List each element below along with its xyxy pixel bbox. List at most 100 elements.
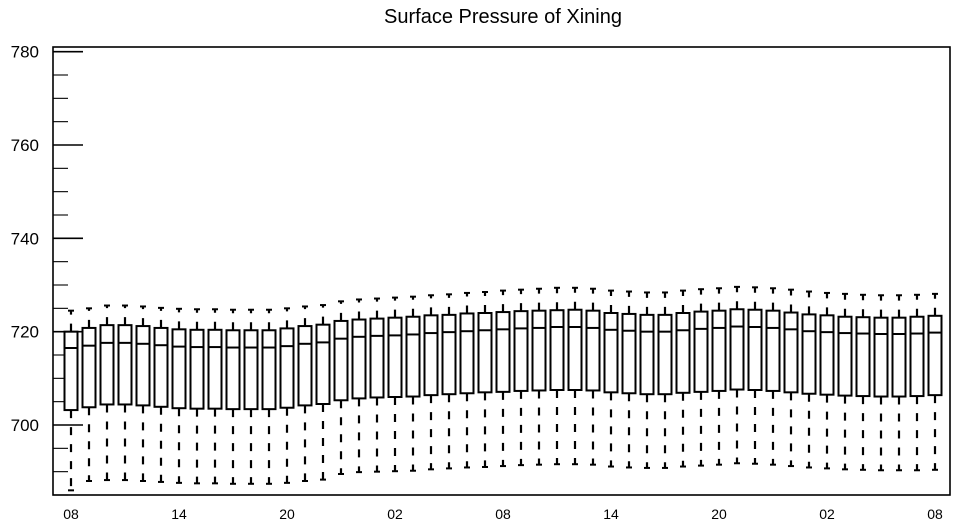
- box-body: [783, 311, 799, 394]
- box-item: [297, 305, 313, 482]
- box-item: [243, 308, 259, 485]
- box-body: [387, 316, 403, 398]
- box-item: [351, 298, 367, 474]
- y-tick-label: 740: [11, 229, 39, 248]
- box-body: [315, 323, 331, 405]
- box-body: [927, 314, 943, 397]
- y-tick-label: 700: [11, 416, 39, 435]
- box-body: [909, 315, 925, 398]
- box-item: [405, 295, 421, 472]
- box-body: [225, 329, 241, 411]
- y-tick-label: 760: [11, 136, 39, 155]
- box-item: [81, 307, 97, 482]
- x-tick-label: 08: [495, 506, 511, 522]
- box-body: [747, 308, 763, 392]
- box-body: [297, 325, 313, 407]
- box-body: [693, 310, 709, 393]
- box-body: [423, 314, 439, 397]
- box-body: [279, 327, 295, 409]
- plot-frame: [52, 46, 951, 496]
- box-item: [783, 288, 799, 468]
- chart-title: Surface Pressure of Xining: [384, 6, 622, 28]
- box-item: [423, 294, 439, 471]
- box-body: [63, 330, 79, 412]
- box-body: [801, 313, 817, 395]
- x-axis: 08 14 20 02 08 14 20 02 08: [63, 506, 943, 522]
- box-body: [207, 328, 223, 410]
- box-body: [765, 309, 781, 392]
- box-item: [387, 296, 403, 473]
- box-body: [549, 309, 565, 392]
- box-item: [135, 305, 151, 482]
- box-series: [63, 285, 943, 492]
- box-body: [153, 326, 169, 408]
- box-item: [207, 308, 223, 485]
- box-body: [855, 316, 871, 398]
- box-body: [189, 328, 205, 410]
- box-item: [495, 289, 511, 468]
- box-body: [639, 313, 655, 396]
- box-body: [531, 309, 547, 392]
- box-item: [477, 291, 493, 468]
- box-body: [621, 312, 637, 395]
- x-tick-label: 20: [711, 506, 727, 522]
- x-tick-label: 02: [387, 506, 403, 522]
- box-body: [711, 309, 727, 392]
- box-body: [369, 317, 385, 399]
- box-item: [621, 290, 637, 469]
- y-axis: 700 720 740 760 780: [11, 43, 83, 496]
- box-item: [585, 287, 601, 466]
- box-item: [675, 289, 691, 468]
- box-body: [891, 316, 907, 398]
- box-item: [819, 291, 835, 470]
- box-body: [603, 312, 619, 394]
- box-item: [117, 304, 133, 482]
- box-item: [369, 297, 385, 473]
- box-body: [567, 308, 583, 392]
- x-tick-label: 20: [279, 506, 295, 522]
- box-item: [333, 300, 349, 475]
- box-item: [603, 289, 619, 468]
- x-tick-label: 14: [603, 506, 619, 522]
- box-body: [99, 324, 115, 406]
- box-item: [747, 286, 763, 465]
- box-item: [513, 288, 529, 467]
- box-body: [261, 329, 277, 411]
- box-body: [171, 328, 187, 410]
- box-body: [819, 314, 835, 396]
- box-body: [513, 310, 529, 392]
- box-item: [531, 287, 547, 466]
- y-tick-label: 720: [11, 323, 39, 342]
- box-item: [441, 293, 457, 470]
- box-body: [333, 319, 349, 402]
- box-body: [135, 325, 151, 407]
- box-item: [549, 286, 565, 466]
- box-body: [243, 329, 259, 411]
- box-body: [81, 326, 97, 409]
- box-item: [567, 286, 583, 466]
- box-item: [459, 291, 475, 469]
- x-tick-label: 02: [819, 506, 835, 522]
- box-body: [873, 316, 889, 398]
- box-item: [189, 308, 205, 485]
- box-item: [657, 291, 673, 469]
- box-item: [639, 291, 655, 469]
- box-item: [693, 288, 709, 467]
- box-item: [261, 308, 277, 485]
- box-body: [495, 311, 511, 393]
- box-body: [405, 315, 421, 398]
- box-body: [657, 313, 673, 396]
- box-item: [765, 287, 781, 466]
- box-item: [711, 287, 727, 466]
- box-body: [351, 318, 367, 400]
- box-body: [675, 312, 691, 394]
- box-item: [153, 306, 169, 483]
- box-body: [729, 308, 745, 391]
- box-body: [117, 324, 133, 406]
- x-tick-label: 08: [927, 506, 943, 522]
- box-item: [315, 304, 331, 481]
- box-item: [837, 292, 853, 471]
- box-item: [171, 307, 187, 484]
